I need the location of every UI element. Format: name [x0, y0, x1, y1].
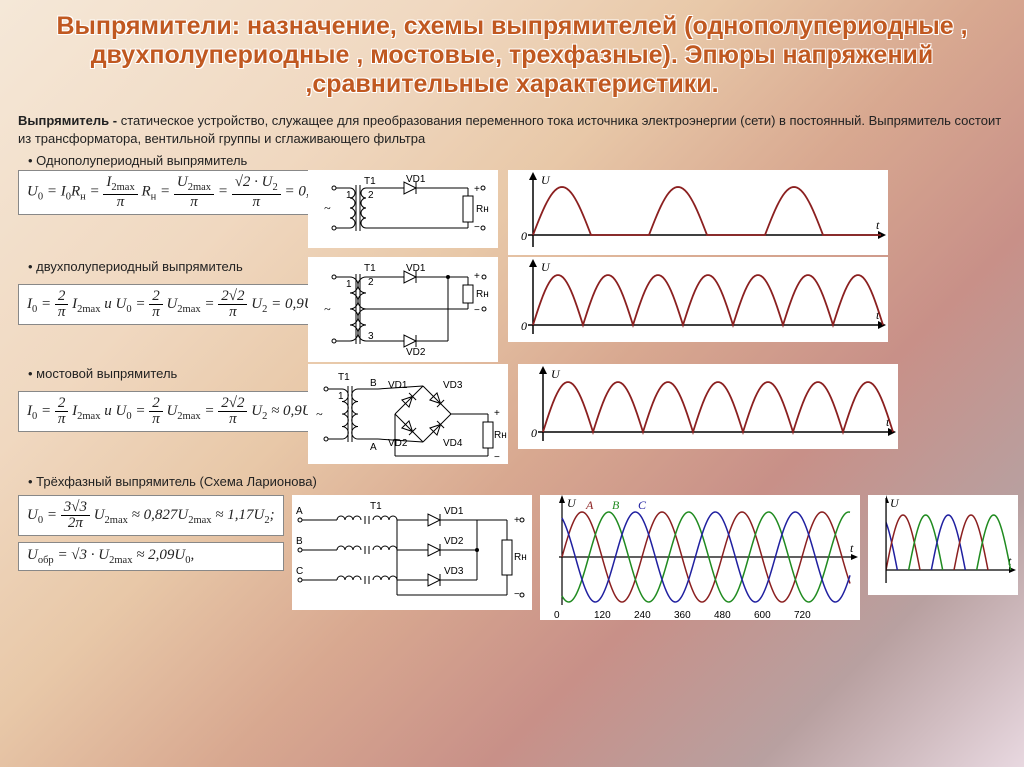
circuit-2: ~ T1 1 2 3 VD1 VD2 Rн + −: [308, 257, 498, 362]
svg-text:−: −: [474, 305, 480, 316]
content-area: Выпрямитель - статическое устройство, сл…: [0, 106, 1024, 626]
svg-text:120: 120: [594, 610, 611, 620]
section-4-label: Трёхфазный выпрямитель (Схема Ларионова): [28, 474, 1006, 489]
svg-text:240: 240: [634, 610, 651, 620]
svg-text:T1: T1: [338, 372, 350, 383]
wave-4b: Ut: [868, 495, 1018, 595]
svg-text:3: 3: [368, 331, 374, 342]
svg-text:VD2: VD2: [444, 536, 464, 547]
svg-text:Rн: Rн: [494, 430, 507, 441]
formula-4b: Uобр = √3 · U2max ≈ 2,09U0,: [18, 542, 284, 571]
section-4-row: U0 = 3√32π U2max ≈ 0,827U2max ≈ 1,17U2; …: [18, 495, 1006, 620]
svg-text:VD4: VD4: [443, 438, 463, 449]
svg-text:0: 0: [531, 426, 537, 440]
svg-text:VD3: VD3: [443, 380, 463, 391]
section-3-row: мостовой выпрямитель I0 = 2π I2max и U0 …: [18, 364, 1006, 464]
svg-text:1: 1: [338, 391, 344, 402]
svg-text:VD1: VD1: [444, 506, 464, 517]
svg-text:U: U: [890, 496, 900, 510]
section-1-row: U0 = I0Rн = I2maxπ Rн = U2maxπ = √2 · U2…: [18, 170, 1006, 255]
wave-2: Ut0: [508, 257, 888, 342]
circuit-1: ~ T1 1 2 VD1 Rн + −: [308, 170, 498, 248]
svg-text:~: ~: [324, 201, 331, 215]
svg-text:+: +: [494, 408, 500, 419]
wave-1: Ut0: [508, 170, 888, 255]
svg-text:360: 360: [674, 610, 691, 620]
wave-3: Ut0: [518, 364, 898, 449]
svg-text:VD1: VD1: [406, 174, 426, 185]
formula-4a: U0 = 3√32π U2max ≈ 0,827U2max ≈ 1,17U2;: [18, 495, 284, 536]
svg-text:VD1: VD1: [388, 380, 408, 391]
svg-text:−: −: [514, 589, 520, 600]
svg-text:+: +: [474, 184, 480, 195]
svg-text:C: C: [638, 498, 647, 512]
svg-text:0: 0: [521, 319, 527, 333]
definition-text: статическое устройство, служащее для пре…: [18, 113, 1001, 146]
svg-text:~: ~: [324, 302, 331, 316]
svg-text:600: 600: [754, 610, 771, 620]
svg-text:+: +: [514, 515, 520, 526]
svg-text:1: 1: [346, 190, 352, 201]
svg-text:−: −: [494, 452, 500, 463]
svg-text:1: 1: [346, 279, 352, 290]
section-2-label: двухполупериодный выпрямитель: [28, 259, 298, 274]
svg-text:Rн: Rн: [476, 204, 489, 215]
wave-4a: UtABC0120240360480600720: [540, 495, 860, 620]
svg-text:U: U: [541, 260, 551, 274]
svg-text:2: 2: [368, 190, 374, 201]
svg-text:U: U: [567, 496, 577, 510]
formula-3: I0 = 2π I2max и U0 = 2π U2max = 2√2π U2 …: [18, 391, 331, 432]
svg-text:720: 720: [794, 610, 811, 620]
svg-text:A: A: [296, 506, 303, 517]
svg-text:VD3: VD3: [444, 566, 464, 577]
svg-text:A: A: [370, 442, 377, 453]
svg-text:B: B: [296, 536, 303, 547]
svg-text:+: +: [474, 271, 480, 282]
svg-text:A: A: [585, 498, 594, 512]
svg-text:Rн: Rн: [514, 552, 527, 563]
definition: Выпрямитель - статическое устройство, сл…: [18, 112, 1006, 147]
definition-term: Выпрямитель -: [18, 113, 121, 128]
svg-text:T1: T1: [364, 176, 376, 187]
svg-text:T1: T1: [370, 501, 382, 512]
svg-text:C: C: [296, 566, 303, 577]
section-3-label: мостовой выпрямитель: [28, 366, 298, 381]
section-1-label: Однополупериодный выпрямитель: [28, 153, 1006, 168]
circuit-4: T1 A VD1 B VD2 C VD3 Rн + −: [292, 495, 532, 610]
svg-text:2: 2: [368, 277, 374, 288]
svg-text:−: −: [474, 222, 480, 233]
svg-text:B: B: [370, 378, 377, 389]
svg-text:U: U: [551, 367, 561, 381]
svg-text:U: U: [541, 173, 551, 187]
svg-text:0: 0: [521, 229, 527, 243]
svg-text:VD2: VD2: [406, 347, 426, 358]
page-title: Выпрямители: назначение, схемы выпрямите…: [0, 0, 1024, 106]
formula-1: U0 = I0Rн = I2maxπ Rн = U2maxπ = √2 · U2…: [18, 170, 350, 215]
svg-text:0: 0: [554, 610, 560, 620]
formula-2: I0 = 2π I2max и U0 = 2π U2max = 2√2π U2 …: [18, 284, 333, 325]
circuit-3: ~ T1 1 B A VD1 VD3 VD2 VD4 Rн + −: [308, 364, 508, 464]
svg-text:Rн: Rн: [476, 289, 489, 300]
svg-text:T1: T1: [364, 263, 376, 274]
svg-text:480: 480: [714, 610, 731, 620]
svg-text:~: ~: [316, 407, 323, 421]
svg-text:B: B: [612, 498, 620, 512]
svg-text:VD2: VD2: [388, 438, 408, 449]
svg-text:VD1: VD1: [406, 263, 426, 274]
section-2-row: двухполупериодный выпрямитель I0 = 2π I2…: [18, 257, 1006, 362]
